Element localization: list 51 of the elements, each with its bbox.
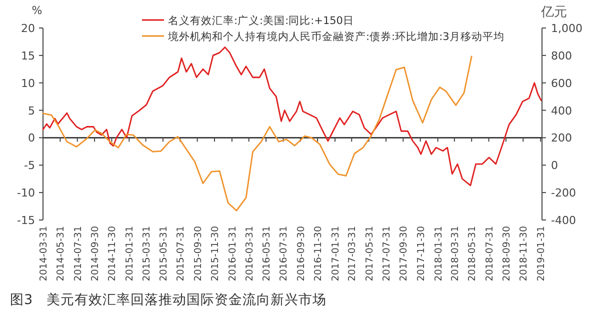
x-tick-label: 2015-05-31 [158,226,170,282]
y2-tick-label: 400 [551,104,572,118]
x-tick-label: 2015-01-31 [124,226,136,282]
legend-label: 名义有效汇率:广义:美国:同比:+150日 [168,14,354,27]
y2-tick-label: 200 [551,132,572,145]
x-tick-label: 2018-07-31 [484,226,496,282]
y2-tick-label: 0 [551,159,558,172]
x-tick-label: 2017-09-30 [398,226,410,282]
y2-tick-label: 800 [551,49,572,62]
y-tick-label: 0 [28,132,35,145]
x-tick-label: 2018-03-31 [450,226,461,282]
x-tick-label: 2017-01-31 [330,226,342,282]
y-tick-label: -5 [24,159,35,172]
y-axis-title: % [32,4,42,17]
x-tick-label: 2018-09-30 [501,226,512,282]
x-tick-label: 2018-01-31 [433,226,444,282]
y2-tick-label: 600 [551,76,572,90]
x-tick-label: 2017-05-31 [364,226,376,282]
x-tick-label: 2018-05-31 [467,226,478,282]
x-tick-label: 2015-11-30 [210,226,221,282]
x-tick-label: 2018-11-30 [518,226,530,282]
x-tick-label: 2017-07-31 [381,226,392,282]
x-tick-label: 2016-09-30 [296,226,307,282]
y2-tick-label: -200 [551,186,576,200]
x-tick-label: 2014-11-30 [107,226,118,282]
x-tick-label: 2016-07-31 [278,226,290,282]
x-tick-label: 2017-11-30 [416,226,427,282]
y-tick-label: -10 [17,186,35,200]
x-tick-label: 2014-05-31 [56,226,67,282]
y-tick-label: 15 [21,49,35,62]
x-tick-label: 2016-11-30 [313,226,324,282]
y-tick-label: 5 [28,104,35,118]
x-tick-label: 2014-09-30 [90,226,102,282]
y2-tick-label: 1,000 [551,22,582,35]
x-tick-label: 2016-05-31 [262,226,273,282]
y2-tick-label: -400 [551,214,576,227]
x-tick-label: 2015-03-31 [141,226,152,282]
legend-label: 境外机构和个人持有境内人民币金融资产:债券:环比增加:3月移动平均 [167,30,504,43]
x-tick-label: 2014-07-31 [72,226,84,282]
x-tick-label: 2016-03-31 [244,226,256,282]
y-tick-label: 20 [21,22,35,35]
x-tick-label: 2014-03-31 [38,226,50,282]
y2-axis-title: 亿元 [540,5,567,20]
y-tick-label: 10 [21,76,35,90]
y-tick-label: -15 [17,214,35,227]
x-tick-label: 2017-03-31 [347,226,358,282]
x-tick-label: 2015-09-30 [192,226,204,282]
x-tick-label: 2015-07-31 [176,226,187,282]
x-tick-label: 2019-01-31 [536,226,548,282]
x-tick-label: 2016-01-31 [227,226,238,282]
text: 图3 美元有效汇率回落推动国际资金流向新兴市场 [10,292,327,308]
